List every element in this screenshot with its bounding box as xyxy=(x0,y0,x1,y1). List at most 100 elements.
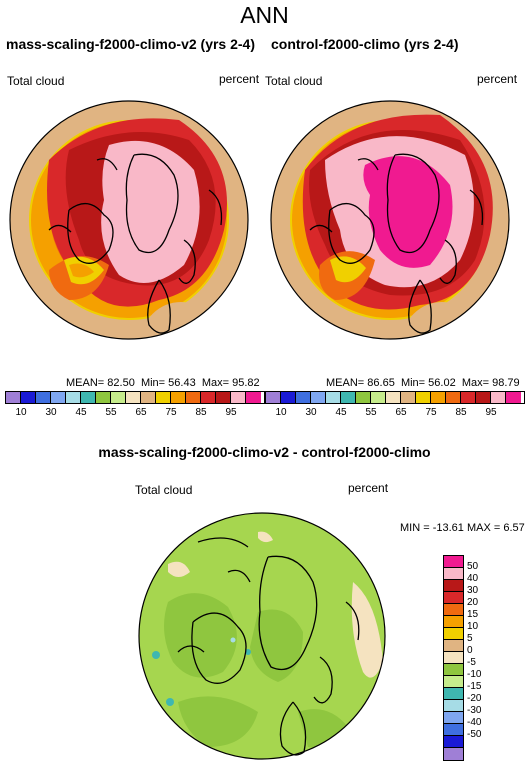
colorbar-tick-label: 95 xyxy=(225,407,237,418)
colorbar-swatch xyxy=(444,580,463,592)
colorbar-swatch xyxy=(386,392,401,403)
colorbar-swatch xyxy=(36,392,51,403)
colorbar-tick-label: -10 xyxy=(467,669,482,680)
right-cloud-map xyxy=(270,100,510,340)
right-max-label: Max= xyxy=(461,377,490,389)
right-units-label: percent xyxy=(477,72,518,86)
colorbar-tick-label: 15 xyxy=(467,609,479,620)
diff-stats: MIN = -13.61 MAX = 6.57 xyxy=(400,522,525,534)
colorbar-tick-label: 10 xyxy=(467,621,479,632)
colorbar-tick-label: 55 xyxy=(105,407,117,418)
colorbar-swatch xyxy=(246,392,261,403)
colorbar-swatch xyxy=(231,392,246,403)
colorbar-swatch xyxy=(444,748,463,760)
colorbar-swatch xyxy=(444,724,463,736)
colorbar-tick-label: 95 xyxy=(485,407,497,418)
colorbar-swatch xyxy=(444,712,463,724)
colorbar-tick-label: 50 xyxy=(467,561,479,572)
colorbar-tick-label: -20 xyxy=(467,693,482,704)
colorbar-swatch xyxy=(126,392,141,403)
colorbar-swatch xyxy=(444,628,463,640)
colorbar-tick-label: 10 xyxy=(15,407,27,418)
colorbar-swatch xyxy=(201,392,216,403)
colorbar-swatch xyxy=(444,616,463,628)
right-min-label: Min= xyxy=(400,377,426,389)
colorbar-tick-label: 85 xyxy=(455,407,467,418)
right-panel-title: control-f2000-climo (yrs 2-4) xyxy=(271,36,459,52)
colorbar-tick-label: -5 xyxy=(467,657,476,668)
diff-max-value: 6.57 xyxy=(503,522,525,534)
colorbar-tick-label: 30 xyxy=(305,407,317,418)
colorbar-swatch xyxy=(81,392,96,403)
colorbar-swatch xyxy=(444,676,463,688)
diff-units-label: percent xyxy=(348,481,389,495)
colorbar-swatch xyxy=(476,392,491,403)
colorbar-swatch xyxy=(6,392,21,403)
colorbar-swatch xyxy=(371,392,386,403)
colorbar-swatch xyxy=(21,392,36,403)
right-colorbar-swatches xyxy=(265,391,525,404)
left-max-label: Max= xyxy=(201,377,230,389)
right-mean-label: MEAN= xyxy=(326,377,365,389)
colorbar-swatch xyxy=(444,688,463,700)
diff-min-value: -13.61 xyxy=(432,522,464,534)
colorbar-tick-label: 55 xyxy=(365,407,377,418)
right-min-value: 56.02 xyxy=(428,377,456,389)
colorbar-swatch xyxy=(266,392,281,403)
left-units-label: percent xyxy=(219,72,260,86)
left-variable-label: Total cloud xyxy=(7,74,65,88)
colorbar-swatch xyxy=(66,392,81,403)
colorbar-swatch xyxy=(444,664,463,676)
colorbar-tick-label: 85 xyxy=(195,407,207,418)
colorbar-tick-label: 65 xyxy=(135,407,147,418)
colorbar-swatch xyxy=(356,392,371,403)
diff-colorbar-swatches xyxy=(443,555,464,761)
colorbar-tick-label: 0 xyxy=(467,645,473,656)
diff-min-label: MIN = xyxy=(400,522,430,534)
colorbar-swatch xyxy=(444,700,463,712)
colorbar-tick-label: 30 xyxy=(467,585,479,596)
right-variable-label: Total cloud xyxy=(265,74,323,88)
colorbar-tick-label: 75 xyxy=(165,407,177,418)
colorbar-swatch xyxy=(51,392,66,403)
colorbar-tick-label: 5 xyxy=(467,633,473,644)
colorbar-swatch xyxy=(401,392,416,403)
colorbar-swatch xyxy=(171,392,186,403)
colorbar-swatch xyxy=(444,592,463,604)
colorbar-swatch xyxy=(444,604,463,616)
colorbar-swatch xyxy=(341,392,356,403)
colorbar-swatch xyxy=(444,568,463,580)
colorbar-tick-label: 20 xyxy=(467,597,479,608)
page-title: ANN xyxy=(240,2,289,28)
colorbar-swatch xyxy=(111,392,126,403)
colorbar-swatch xyxy=(416,392,431,403)
left-mean-label: MEAN= xyxy=(66,377,105,389)
left-max-value: 95.82 xyxy=(232,377,260,389)
colorbar-swatch xyxy=(461,392,476,403)
right-stats: MEAN= 86.65 Min= 56.02 Max= 98.79 xyxy=(326,377,520,389)
colorbar-swatch xyxy=(96,392,111,403)
diff-cloud-map xyxy=(138,512,386,760)
colorbar-swatch xyxy=(186,392,201,403)
diff-variable-label: Total cloud xyxy=(135,483,193,497)
diff-panel-title: mass-scaling-f2000-climo-v2 - control-f2… xyxy=(98,444,431,460)
colorbar-tick-label: -15 xyxy=(467,681,482,692)
colorbar-tick-label: 75 xyxy=(425,407,437,418)
left-stats: MEAN= 82.50 Min= 56.43 Max= 95.82 xyxy=(66,377,260,389)
colorbar-tick-label: -50 xyxy=(467,729,482,740)
colorbar-tick-label: 10 xyxy=(275,407,287,418)
colorbar-swatch xyxy=(281,392,296,403)
colorbar-swatch xyxy=(311,392,326,403)
colorbar-tick-label: 45 xyxy=(75,407,87,418)
right-colorbar: 10 30 45 55 65 75 85 95 xyxy=(265,391,525,423)
colorbar-swatch xyxy=(444,640,463,652)
colorbar-tick-label: 40 xyxy=(467,573,479,584)
colorbar-swatch xyxy=(326,392,341,403)
colorbar-swatch xyxy=(444,652,463,664)
colorbar-swatch xyxy=(431,392,446,403)
left-mean-value: 82.50 xyxy=(107,377,135,389)
colorbar-swatch xyxy=(444,556,463,568)
right-max-value: 98.79 xyxy=(492,377,520,389)
colorbar-swatch xyxy=(506,392,521,403)
left-min-label: Min= xyxy=(140,377,166,389)
